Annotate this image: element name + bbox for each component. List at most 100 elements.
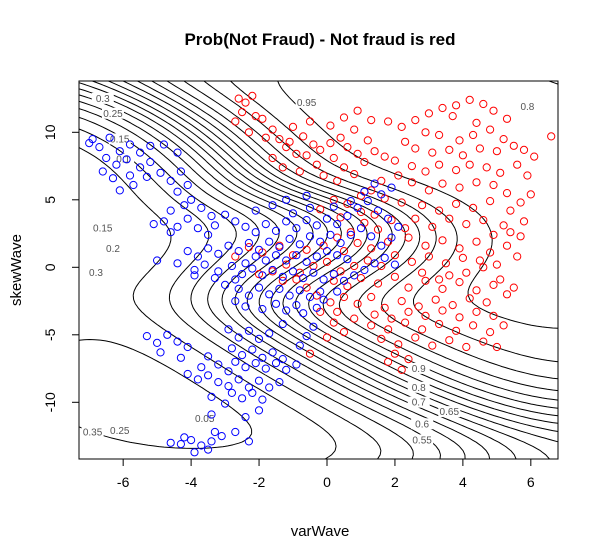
data-point	[363, 197, 372, 206]
data-point	[322, 247, 332, 256]
data-point	[523, 171, 532, 180]
data-point	[445, 271, 454, 280]
data-point	[187, 195, 196, 204]
data-point	[261, 133, 270, 142]
data-point	[407, 178, 416, 187]
contour-label-bg	[108, 425, 131, 436]
data-point	[156, 168, 165, 177]
data-point	[210, 221, 219, 230]
data-point	[360, 187, 369, 196]
data-point	[204, 352, 213, 361]
data-point	[404, 233, 413, 242]
x-tick-label: 4	[459, 474, 467, 490]
data-point	[244, 437, 253, 446]
data-point	[258, 305, 267, 314]
contour-line-15	[183, 80, 559, 392]
data-point	[244, 291, 253, 300]
data-point	[244, 383, 253, 392]
data-point	[502, 290, 512, 299]
data-point	[336, 267, 345, 276]
data-point	[146, 141, 155, 150]
data-point	[265, 383, 274, 392]
contour-label-bg	[411, 418, 434, 430]
data-point	[397, 297, 406, 306]
data-point	[254, 406, 264, 415]
data-point	[197, 441, 206, 450]
data-point	[455, 244, 464, 253]
data-point	[390, 349, 399, 358]
data-point	[305, 292, 315, 302]
data-point	[166, 228, 175, 237]
data-point	[333, 176, 342, 185]
data-point	[183, 342, 192, 352]
data-point	[244, 326, 253, 335]
data-point	[380, 152, 389, 161]
data-point	[350, 125, 359, 134]
data-point	[288, 209, 298, 218]
data-point	[197, 203, 206, 212]
data-point	[486, 328, 495, 337]
data-point	[221, 280, 230, 289]
data-point	[329, 270, 338, 279]
data-point	[424, 252, 433, 261]
data-point	[373, 225, 383, 234]
data-point	[251, 228, 260, 237]
data-point	[428, 341, 437, 350]
data-point	[326, 230, 335, 239]
data-point	[397, 365, 406, 374]
data-point	[305, 117, 315, 126]
data-point	[312, 252, 321, 261]
data-point	[251, 206, 260, 215]
data-point	[339, 163, 349, 172]
contour-label: 0.8	[520, 102, 534, 113]
data-point	[519, 217, 529, 226]
data-point	[282, 143, 291, 152]
data-point	[204, 244, 213, 253]
contour-label: 0.15	[110, 134, 130, 145]
data-point	[173, 187, 182, 196]
data-point	[377, 261, 386, 271]
data-point	[452, 101, 461, 110]
data-point	[319, 171, 328, 180]
data-point	[105, 133, 114, 142]
data-point	[136, 163, 145, 172]
data-point	[404, 307, 413, 316]
data-point	[424, 109, 433, 118]
x-tick-label: 2	[391, 474, 399, 490]
data-point	[326, 298, 335, 307]
data-point	[363, 256, 372, 265]
data-point	[322, 333, 332, 342]
data-point	[486, 125, 495, 134]
data-point	[193, 252, 202, 261]
data-point	[278, 319, 287, 329]
data-point	[448, 301, 457, 310]
data-point	[234, 247, 243, 256]
data-point	[482, 298, 491, 307]
data-point	[302, 257, 311, 266]
data-point	[346, 228, 355, 237]
data-point	[231, 275, 240, 284]
data-point	[360, 265, 369, 275]
data-point	[156, 348, 165, 357]
data-point	[506, 206, 515, 215]
data-point	[248, 388, 257, 397]
data-point	[390, 156, 399, 165]
data-point	[333, 287, 342, 296]
data-point	[492, 342, 501, 352]
data-point	[353, 238, 362, 248]
data-point	[472, 286, 481, 295]
data-point	[302, 283, 311, 292]
data-point	[261, 364, 270, 373]
data-point	[339, 113, 349, 122]
x-tick-label: -2	[253, 474, 266, 490]
data-point	[377, 241, 386, 250]
data-point	[435, 319, 444, 329]
data-point	[221, 399, 230, 408]
data-point	[302, 245, 311, 254]
data-point	[136, 148, 145, 157]
y-tick-label: 10	[42, 124, 58, 140]
data-point	[489, 180, 498, 190]
data-point	[367, 232, 376, 241]
scatter-points	[85, 91, 556, 457]
